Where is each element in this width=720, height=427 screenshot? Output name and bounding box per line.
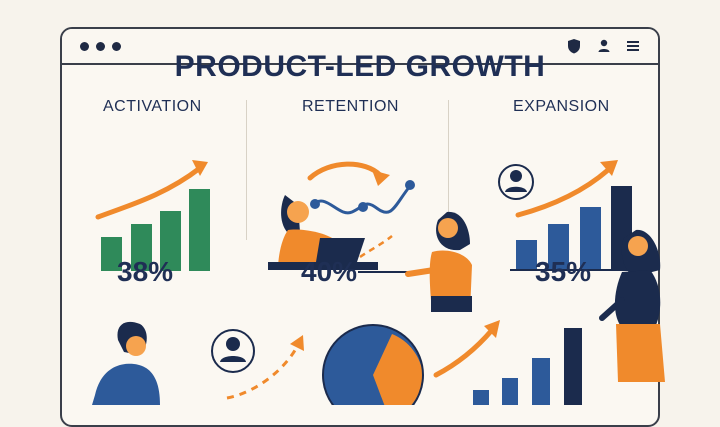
- person-presenting: [408, 212, 472, 312]
- activation-metric: 38%: [117, 256, 173, 288]
- retention-line-chart: [310, 180, 415, 213]
- bottom-bar-chart: [473, 328, 582, 405]
- expansion-metric: 35%: [535, 256, 591, 288]
- user-circle-icon: [212, 330, 254, 372]
- pie-chart: [323, 325, 423, 405]
- retention-metric: 40%: [301, 256, 357, 288]
- growth-arrow-icon: [98, 168, 200, 217]
- illustration-layer: [0, 0, 720, 405]
- cycle-arrow-icon: [310, 164, 380, 178]
- person-at-desk: [92, 322, 160, 405]
- user-circle-icon: [499, 165, 533, 199]
